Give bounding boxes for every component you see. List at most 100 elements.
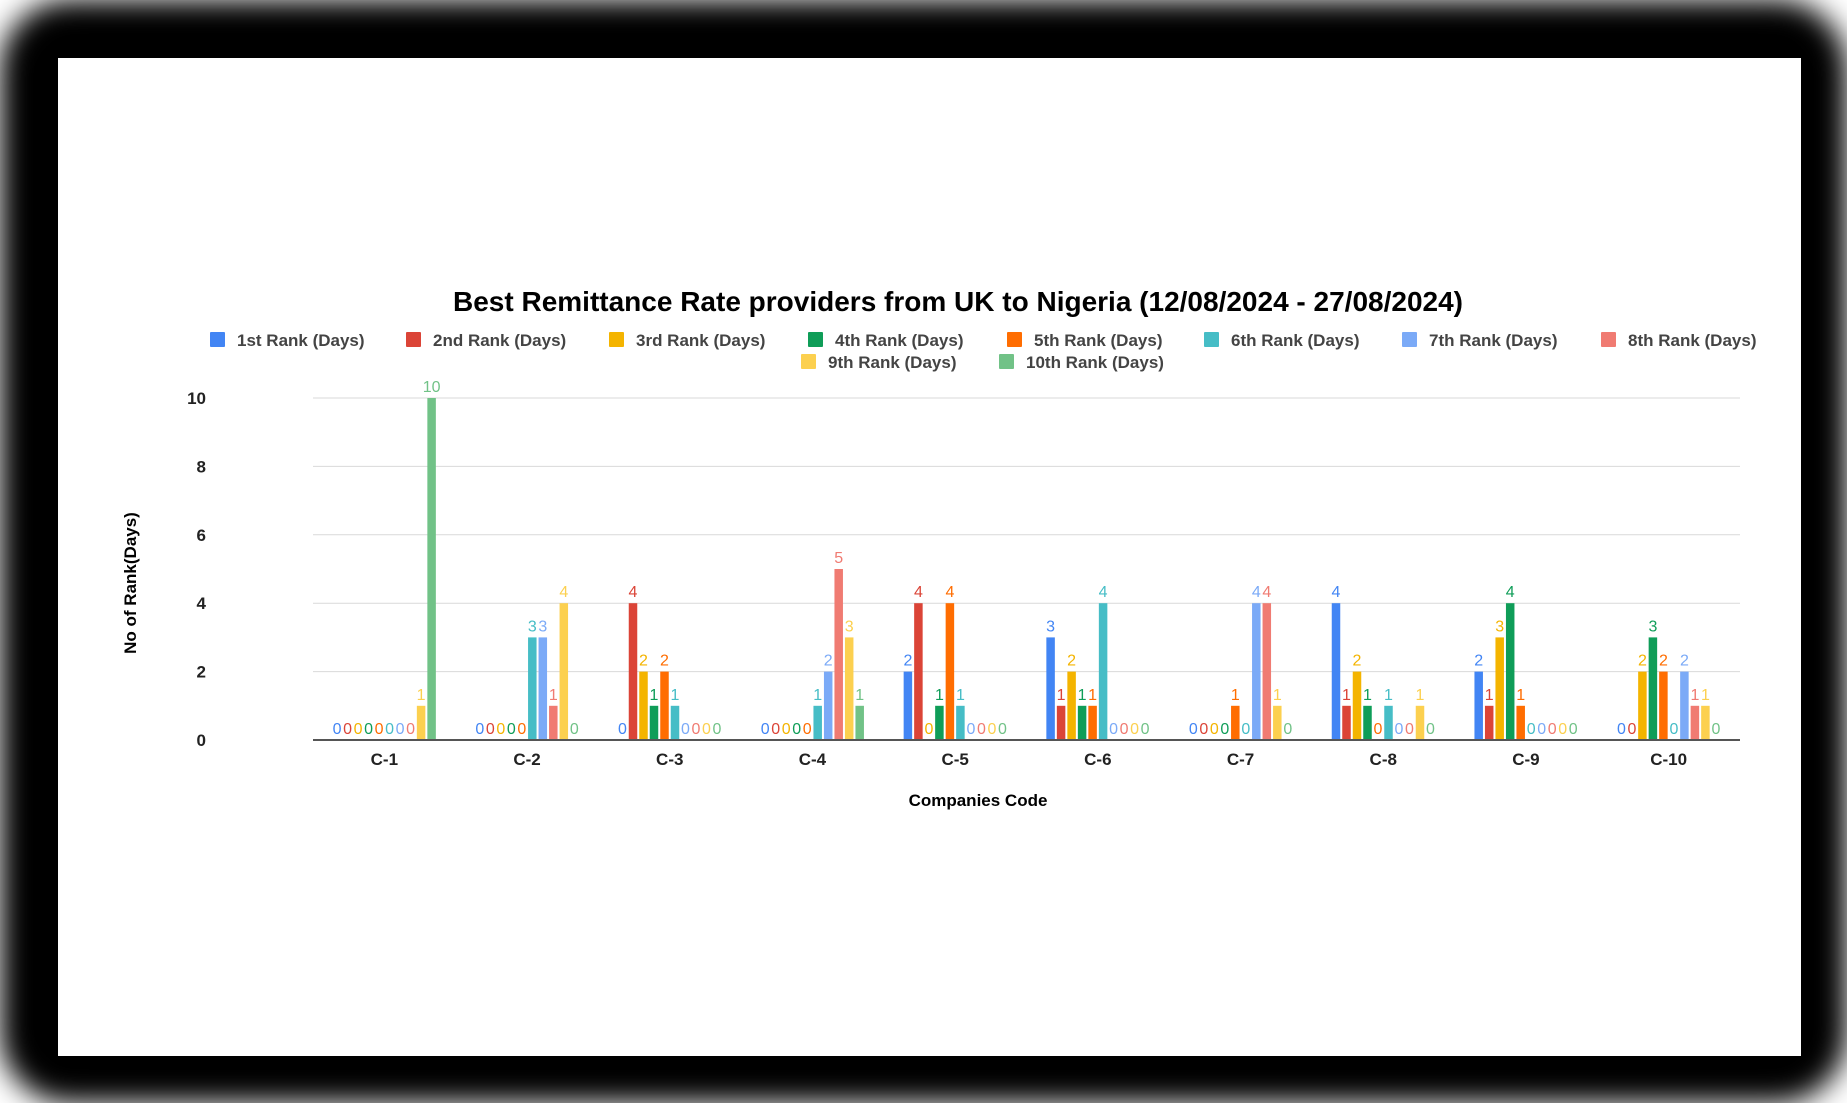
bar <box>538 637 548 740</box>
data-label: 3 <box>1046 618 1055 635</box>
bar <box>1067 671 1076 740</box>
bar <box>1098 603 1108 740</box>
bars <box>416 398 1710 740</box>
data-label: 1 <box>1057 687 1066 704</box>
data-label: 3 <box>1648 618 1657 635</box>
bar <box>855 705 864 740</box>
bar <box>549 705 558 740</box>
bar <box>1474 671 1483 740</box>
bar <box>1690 705 1700 740</box>
legend-label: 9th Rank (Days) <box>828 353 956 372</box>
bar <box>914 603 923 740</box>
data-label: 1 <box>935 687 944 704</box>
data-label: 3 <box>528 618 537 635</box>
data-label: 0 <box>354 721 363 738</box>
data-label: 0 <box>1426 721 1435 738</box>
data-label: 1 <box>1363 687 1372 704</box>
y-axis-label: No of Rank(Days) <box>121 512 140 654</box>
data-label: 0 <box>496 721 505 738</box>
bar <box>1088 705 1097 740</box>
data-label: 2 <box>1353 653 1362 670</box>
data-label: 2 <box>824 653 833 670</box>
data-label: 0 <box>792 721 801 738</box>
bar <box>1252 603 1261 740</box>
data-label: 0 <box>998 721 1007 738</box>
data-label: 1 <box>417 687 426 704</box>
bar <box>1352 671 1362 740</box>
data-label: 0 <box>1617 721 1626 738</box>
bar <box>528 637 537 740</box>
data-label: 1 <box>650 687 659 704</box>
bar <box>1384 705 1393 740</box>
data-label: 0 <box>396 721 405 738</box>
data-label: 0 <box>1241 721 1250 738</box>
bar <box>903 671 913 740</box>
legend-label: 6th Rank (Days) <box>1231 331 1359 350</box>
data-label: 0 <box>1527 721 1536 738</box>
data-label: 2 <box>639 653 648 670</box>
bar <box>1273 705 1282 740</box>
y-tick-label: 8 <box>197 457 206 476</box>
y-tick-label: 0 <box>197 731 206 750</box>
bar <box>1342 705 1351 740</box>
bar <box>1262 603 1272 740</box>
bar <box>844 637 854 740</box>
x-tick-label: C-10 <box>1650 750 1687 769</box>
legend-swatch <box>1007 332 1022 347</box>
bar-chart: Best Remittance Rate providers from UK t… <box>121 286 1756 810</box>
data-label: 1 <box>1078 687 1087 704</box>
bar <box>628 603 638 740</box>
legend-label: 2nd Rank (Days) <box>433 331 566 350</box>
x-tick-label: C-5 <box>941 750 968 769</box>
data-label: 3 <box>845 618 854 635</box>
legend-swatch <box>1402 332 1417 347</box>
data-label: 0 <box>987 721 996 738</box>
legend: 1st Rank (Days) 2nd Rank (Days) 3rd Rank (… <box>210 331 1756 372</box>
x-tick-label: C-7 <box>1227 750 1254 769</box>
data-label: 1 <box>1690 687 1699 704</box>
bar <box>1495 637 1504 740</box>
data-label: 0 <box>713 721 722 738</box>
legend-label: 4th Rank (Days) <box>835 331 963 350</box>
data-label: 4 <box>1252 584 1261 601</box>
data-label: 1 <box>956 687 965 704</box>
y-tick-label: 6 <box>197 526 206 545</box>
data-label: 0 <box>1537 721 1546 738</box>
legend-label: 3rd Rank (Days) <box>636 331 765 350</box>
data-label: 2 <box>660 653 669 670</box>
data-label: 0 <box>385 721 394 738</box>
data-label: 0 <box>375 721 384 738</box>
bar <box>1415 705 1425 740</box>
data-label: 0 <box>803 721 812 738</box>
x-tick-label: C-3 <box>656 750 683 769</box>
data-label: 4 <box>1506 584 1515 601</box>
data-label: 1 <box>813 687 822 704</box>
x-tick-label: C-8 <box>1370 750 1397 769</box>
legend-swatch <box>1601 332 1616 347</box>
data-label: 4 <box>629 584 638 601</box>
data-label: 0 <box>977 721 986 738</box>
data-label: 0 <box>1669 721 1678 738</box>
data-label: 3 <box>1495 618 1504 635</box>
data-label: 0 <box>343 721 352 738</box>
data-label: 0 <box>771 721 780 738</box>
data-label: 0 <box>406 721 415 738</box>
data-label: 0 <box>1199 721 1208 738</box>
data-label: 0 <box>1548 721 1557 738</box>
data-label: 1 <box>1342 687 1351 704</box>
bar <box>823 671 833 740</box>
data-label: 1 <box>1516 687 1525 704</box>
data-label: 0 <box>507 721 516 738</box>
x-tick-label: C-2 <box>513 750 540 769</box>
legend-label: 8th Rank (Days) <box>1628 331 1756 350</box>
data-label: 5 <box>834 550 843 567</box>
x-axis-label: Companies Code <box>909 791 1048 810</box>
bar <box>1659 671 1668 740</box>
bar <box>1648 637 1658 740</box>
bar <box>935 705 944 740</box>
data-label: 0 <box>692 721 701 738</box>
data-label: 0 <box>1627 721 1636 738</box>
legend-swatch <box>808 332 823 347</box>
data-label: 0 <box>1395 721 1404 738</box>
